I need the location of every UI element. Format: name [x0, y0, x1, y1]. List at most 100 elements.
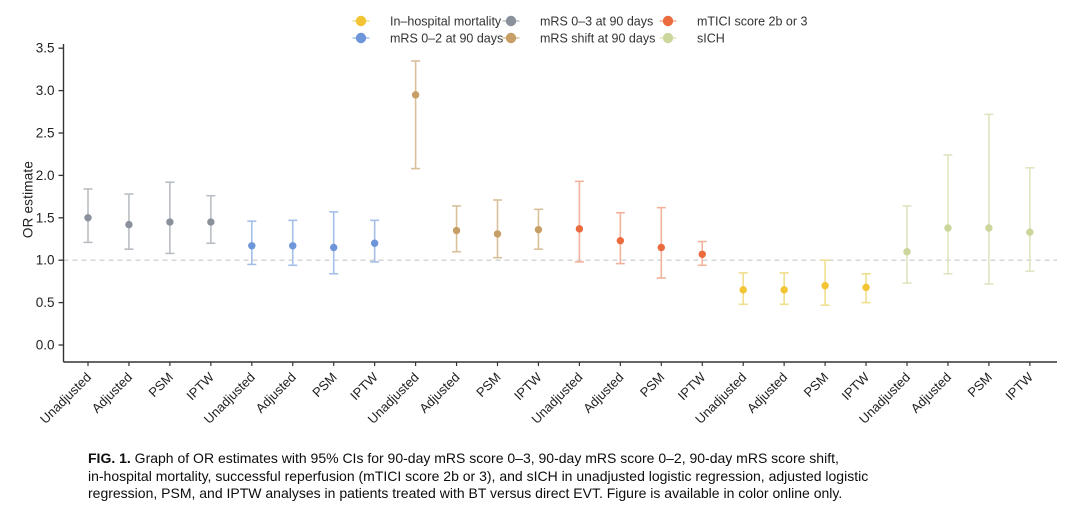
caption-text-1: Graph of OR estimates with 95% CIs for 9…	[130, 450, 839, 466]
legend-label: mRS 0–3 at 90 days	[540, 15, 653, 29]
x-tick-label: PSM	[473, 370, 504, 401]
legend-item: mRS shift at 90 days	[502, 32, 655, 46]
or-point	[125, 220, 133, 229]
y-tick-label: 3.0	[36, 83, 55, 98]
legend-label: In–hospital mortality	[390, 15, 502, 29]
pointrange	[984, 113, 994, 285]
or-point	[84, 214, 92, 222]
or-point	[452, 226, 461, 235]
or-point	[330, 243, 338, 252]
pointrange	[615, 211, 625, 265]
or-point	[985, 224, 993, 232]
pointrange	[411, 60, 421, 170]
pointrange	[738, 272, 748, 306]
x-tick-label: IPTW	[511, 369, 545, 403]
pointrange	[329, 211, 339, 275]
pointrange	[370, 219, 380, 263]
legend-point-icon	[505, 15, 517, 27]
pointrange	[820, 259, 830, 306]
y-tick-label: 0.5	[36, 295, 55, 310]
legend-label: mRS shift at 90 days	[540, 32, 655, 46]
or-point	[944, 224, 952, 232]
legend-point-icon	[355, 32, 367, 44]
x-tick-label: Unadjusted	[37, 370, 94, 427]
legend-point-icon	[355, 15, 367, 27]
or-point	[698, 250, 706, 258]
y-tick-label: 3.5	[36, 41, 55, 56]
x-tick-label: IPTW	[675, 369, 709, 403]
caption-fig-label: FIG. 1.	[88, 450, 131, 466]
x-tick-label: IPTW	[183, 369, 217, 403]
x-tick-label: IPTW	[839, 369, 873, 403]
or-point	[248, 242, 256, 250]
or-point	[166, 218, 174, 226]
legend-point-icon	[505, 32, 517, 44]
legend-item: mRS 0–3 at 90 days	[502, 15, 653, 29]
x-tick-label: IPTW	[1002, 369, 1036, 403]
legend-point-icon	[662, 32, 674, 44]
pointrange	[574, 180, 584, 263]
legend-item: In–hospital mortality	[352, 15, 502, 29]
x-tick-label: Adjusted	[252, 370, 298, 416]
y-tick-label: 1.5	[36, 210, 55, 225]
legend-item: sICH	[659, 32, 725, 46]
x-tick-label: Adjusted	[744, 370, 790, 416]
x-tick-label: Adjusted	[908, 370, 954, 416]
pointrange	[943, 154, 953, 275]
pointrange	[779, 272, 789, 306]
pointrange	[493, 199, 502, 259]
or-point	[821, 281, 829, 290]
legend-item: mTICI score 2b or 3	[659, 15, 807, 29]
caption-line-2: in-hospital mortality, successful reperf…	[88, 467, 869, 484]
legend-label: mRS 0–2 at 90 days	[390, 32, 503, 46]
x-tick-label: Adjusted	[89, 370, 135, 416]
pointrange	[533, 208, 543, 250]
x-tick-label: PSM	[801, 370, 832, 401]
y-tick-label: 1.0	[36, 253, 55, 268]
pointrange	[124, 193, 134, 250]
pointrange	[452, 205, 462, 253]
x-tick-label: PSM	[145, 370, 176, 401]
x-tick-label: PSM	[637, 370, 668, 401]
pointrange	[288, 219, 298, 267]
or-point	[289, 242, 297, 250]
or-point	[493, 230, 502, 238]
pointrange	[83, 188, 93, 244]
pointrange	[247, 220, 257, 266]
pointrange	[697, 240, 707, 267]
pointrange	[206, 194, 216, 245]
pointrange	[861, 272, 871, 304]
or-point	[534, 225, 543, 234]
legend-point-icon	[662, 15, 674, 27]
x-tick-label: Adjusted	[580, 370, 626, 416]
legend-label: mTICI score 2b or 3	[697, 15, 807, 29]
caption-line-3: regression, PSM, and IPTW analyses in pa…	[88, 485, 843, 501]
or-point	[903, 248, 911, 256]
or-point	[862, 283, 870, 292]
or-point	[370, 239, 379, 247]
y-tick-label: 2.0	[36, 168, 55, 183]
x-tick-label: PSM	[964, 370, 995, 401]
x-tick-label: PSM	[309, 370, 340, 401]
or-point	[739, 286, 747, 294]
legend-label: sICH	[697, 32, 725, 46]
or-point	[780, 286, 788, 294]
pointrange	[656, 206, 666, 279]
pointrange	[165, 181, 175, 255]
pointrange	[902, 205, 912, 284]
x-tick-label: Adjusted	[416, 370, 462, 416]
y-axis-title: OR estimate	[20, 160, 36, 239]
y-tick-label: 2.5	[36, 126, 55, 141]
figure-caption: FIG. 1. Graph of OR estimates with 95% C…	[88, 450, 988, 503]
or-point	[616, 236, 625, 245]
pointrange	[1025, 166, 1035, 273]
x-tick-label: IPTW	[347, 369, 381, 403]
y-tick-label: 0.0	[36, 338, 55, 353]
forest-plot: 0.00.51.01.52.02.53.03.5UnadjustedAdjust…	[36, 15, 1057, 427]
or-point	[207, 218, 215, 226]
or-point	[411, 91, 420, 99]
or-point	[575, 225, 584, 233]
or-point	[657, 243, 665, 252]
legend-item: mRS 0–2 at 90 days	[352, 32, 503, 46]
caption-line-1: FIG. 1. Graph of OR estimates with 95% C…	[88, 450, 988, 468]
